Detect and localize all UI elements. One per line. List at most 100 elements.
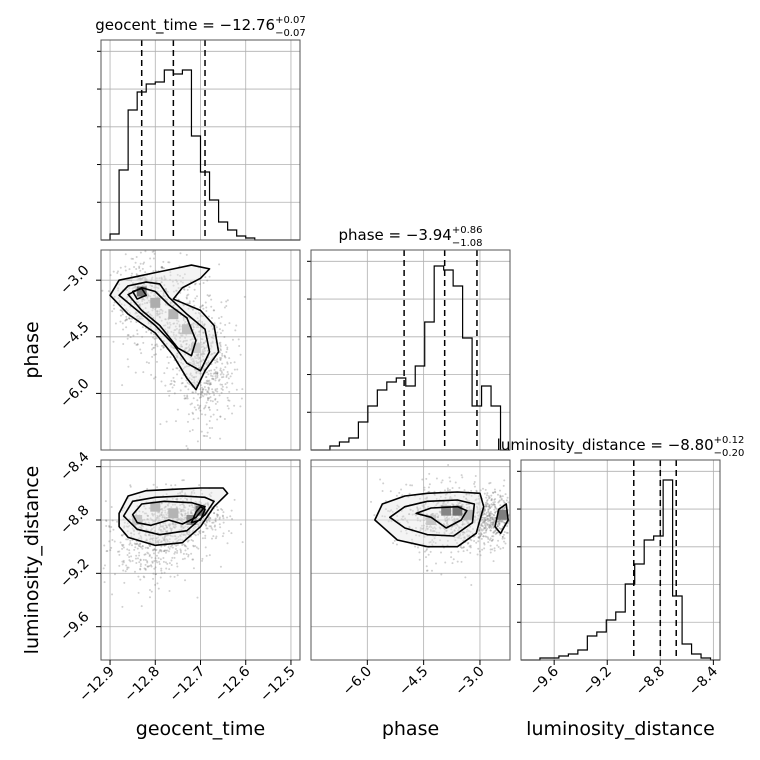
sample-point [174, 548, 177, 551]
sample-point [103, 564, 106, 567]
sample-point [143, 278, 146, 281]
sample-point [179, 280, 182, 283]
sample-point [212, 535, 215, 538]
sample-point [129, 484, 132, 487]
sample-point [503, 521, 506, 524]
sample-point [493, 488, 496, 491]
sample-point [203, 348, 206, 351]
sample-point [188, 348, 191, 351]
sample-point [171, 386, 174, 389]
sample-point [123, 506, 126, 509]
sample-point [161, 278, 164, 281]
sample-point [201, 304, 204, 307]
sample-point [425, 565, 428, 568]
sample-point [200, 360, 203, 363]
sample-point [165, 342, 168, 345]
sample-point [121, 560, 124, 563]
sample-point [185, 296, 188, 299]
axes-frame [520, 459, 721, 661]
sample-point [200, 353, 203, 356]
sample-point [167, 361, 170, 364]
sample-point [158, 277, 161, 280]
sample-point [177, 538, 180, 541]
sample-point [102, 567, 105, 570]
sample-point [219, 415, 222, 418]
sample-point [240, 397, 243, 400]
sample-point [206, 390, 209, 393]
sample-point [141, 300, 144, 303]
sample-point [139, 279, 142, 282]
sample-point [187, 365, 190, 368]
sample-point [449, 480, 452, 483]
sample-point [213, 352, 216, 355]
sample-point [128, 268, 131, 271]
sample-point [214, 372, 217, 375]
sample-point [200, 430, 203, 433]
sample-point [223, 417, 226, 420]
sample-point [157, 313, 160, 316]
sample-point [183, 366, 186, 369]
sample-point [231, 412, 234, 415]
sample-point [198, 500, 201, 503]
sample-point [200, 343, 203, 346]
sample-point [194, 391, 197, 394]
sample-point [425, 556, 428, 559]
sample-point [218, 263, 221, 266]
sample-point [235, 388, 238, 391]
sample-point [164, 324, 167, 327]
sample-point [144, 568, 147, 571]
sample-point [166, 290, 169, 293]
sample-point [218, 516, 221, 519]
sample-point [203, 407, 206, 410]
axes-frame [100, 39, 301, 241]
sample-point [493, 549, 496, 552]
sample-point [185, 397, 188, 400]
title-minus: −0.07 [275, 28, 306, 39]
sample-point [204, 376, 207, 379]
sample-point [162, 560, 165, 563]
sample-point [174, 522, 177, 525]
sample-point [239, 353, 242, 356]
sample-point [200, 413, 203, 416]
sample-point [427, 553, 430, 556]
sample-point [172, 304, 175, 307]
sample-point [160, 513, 163, 516]
sample-point [172, 376, 175, 379]
sample-point [119, 320, 122, 323]
sample-point [220, 370, 223, 373]
sample-point [219, 348, 222, 351]
sample-point [163, 571, 166, 574]
sample-point [469, 544, 472, 547]
sample-point [136, 343, 139, 346]
sample-point [211, 328, 214, 331]
sample-point [200, 305, 203, 308]
sample-point [199, 532, 202, 535]
sample-point [484, 526, 487, 529]
sample-point [226, 346, 229, 349]
histogram-luminosity_distance [521, 479, 720, 661]
sample-point [125, 297, 128, 300]
sample-point [178, 332, 181, 335]
sample-point [136, 557, 139, 560]
sample-point [204, 537, 207, 540]
sample-point [114, 322, 117, 325]
sample-point [141, 267, 144, 270]
sample-point [175, 355, 178, 358]
sample-point [430, 569, 433, 572]
sample-point [152, 250, 155, 253]
sample-point [164, 288, 167, 291]
sample-point [207, 380, 210, 383]
sample-point [218, 523, 221, 526]
sample-point [126, 334, 129, 337]
sample-point [156, 314, 159, 317]
sample-point [161, 312, 164, 315]
sample-point [210, 317, 213, 320]
sample-point [210, 336, 213, 339]
sample-point [126, 279, 129, 282]
sample-point [428, 472, 431, 475]
sample-point [140, 605, 143, 608]
sample-point [209, 383, 212, 386]
sample-point [165, 483, 168, 486]
sample-point [158, 315, 161, 318]
sample-point [228, 399, 231, 402]
